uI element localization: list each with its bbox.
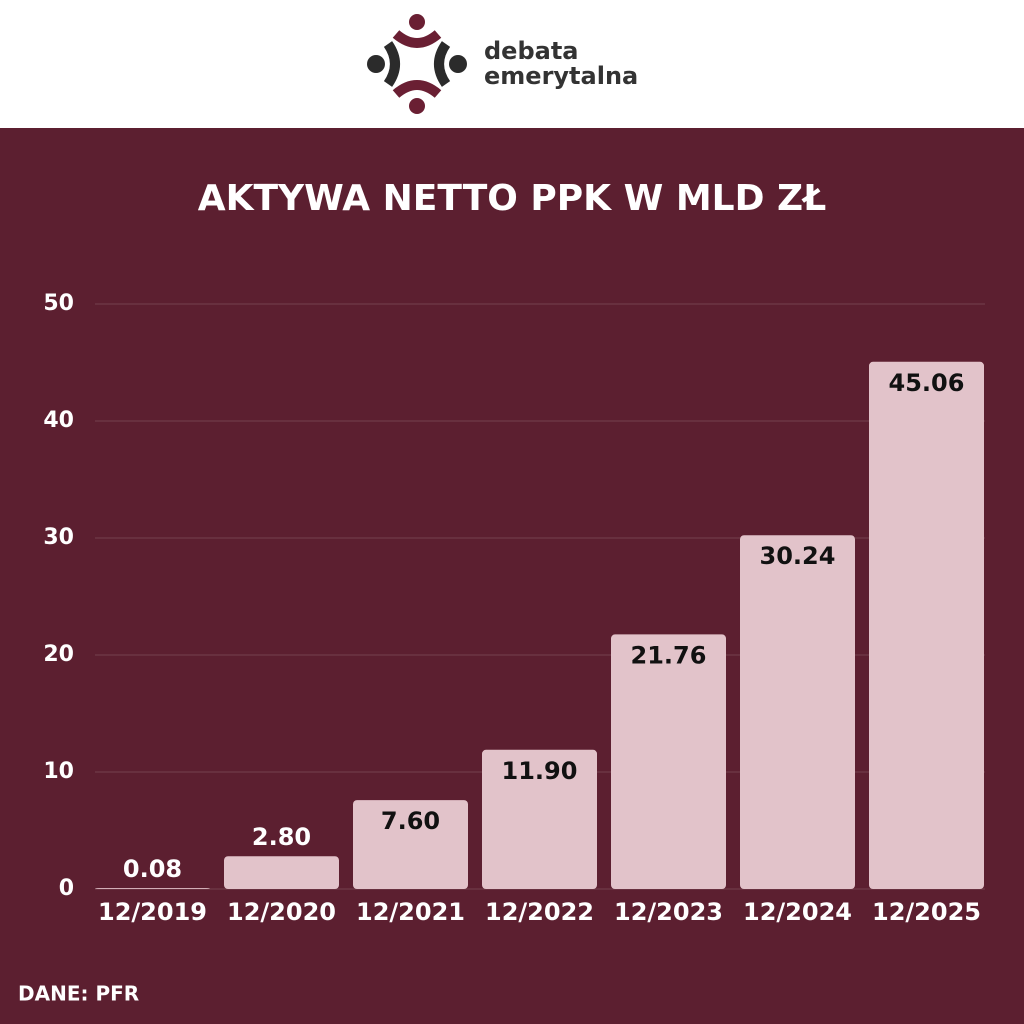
value-label: 21.76 [631, 641, 707, 669]
logo-text: emerytalna [484, 62, 638, 90]
bar [482, 749, 597, 889]
value-label: 0.08 [123, 855, 182, 883]
x-tick-label: 12/2019 [98, 898, 207, 926]
bar [353, 800, 468, 889]
y-tick-label: 0 [59, 876, 74, 901]
x-tick-label: 12/2021 [356, 898, 465, 926]
bar [95, 888, 210, 889]
bar [611, 634, 726, 889]
value-label: 11.90 [502, 757, 578, 785]
y-tick-label: 40 [43, 408, 74, 433]
bar [869, 361, 984, 890]
logo-text: debata [484, 37, 579, 65]
x-tick-label: 12/2025 [872, 898, 981, 926]
y-tick-label: 20 [43, 642, 74, 667]
value-label: 45.06 [889, 369, 965, 397]
y-tick-label: 50 [43, 291, 74, 316]
chart-title: AKTYWA NETTO PPK W MLD ZŁ [198, 178, 827, 219]
bar [740, 535, 855, 889]
y-tick-label: 10 [43, 759, 74, 784]
x-tick-label: 12/2020 [227, 898, 336, 926]
value-label: 30.24 [760, 542, 836, 570]
bar [224, 856, 339, 889]
header-background [0, 0, 1024, 128]
x-tick-label: 12/2022 [485, 898, 594, 926]
y-tick-label: 30 [43, 525, 74, 550]
x-tick-label: 12/2023 [614, 898, 723, 926]
value-label: 2.80 [252, 823, 311, 851]
value-label: 7.60 [381, 807, 440, 835]
logo-icon [367, 14, 467, 114]
x-tick-label: 12/2024 [743, 898, 852, 926]
source-note: DANE: PFR [18, 982, 139, 1006]
